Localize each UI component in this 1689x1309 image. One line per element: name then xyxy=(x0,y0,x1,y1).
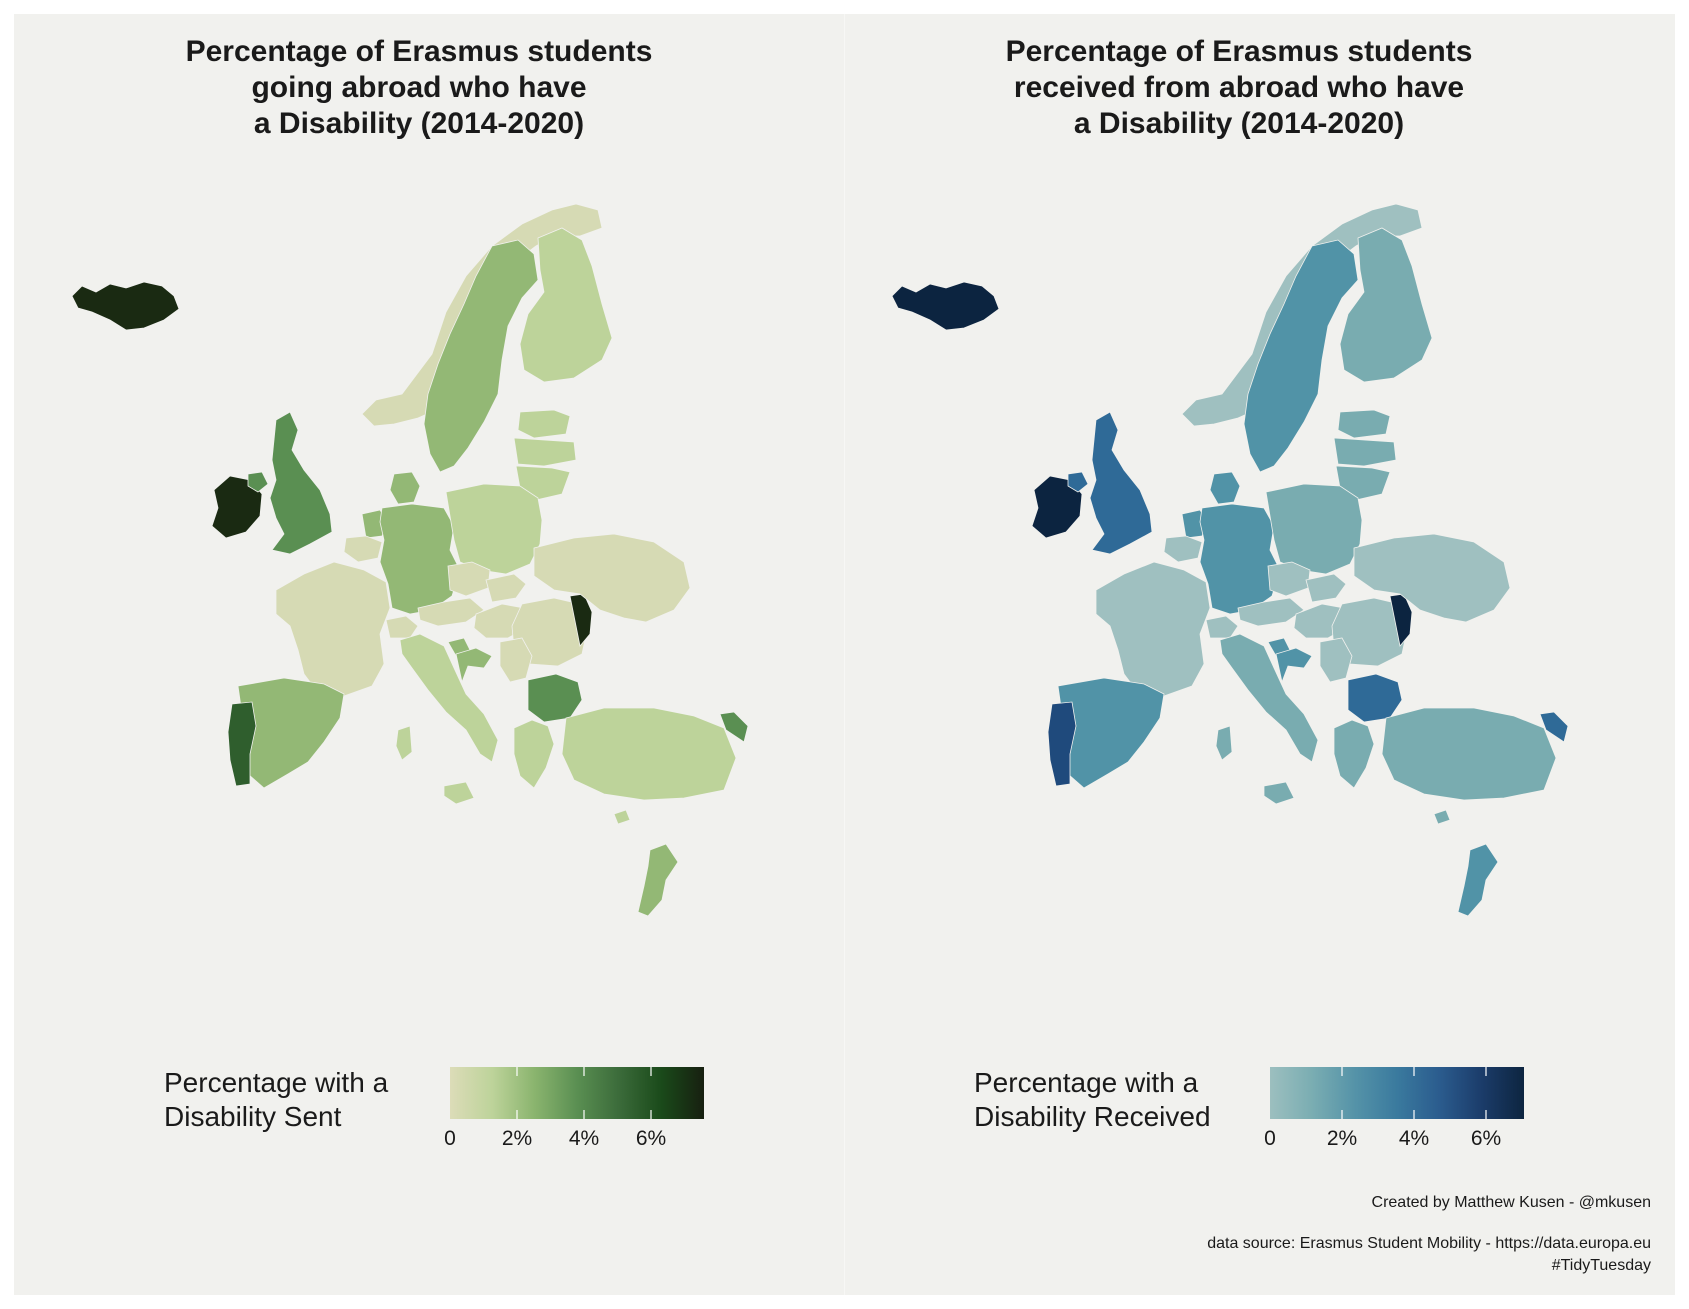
received-denmark-shape xyxy=(1209,471,1241,505)
maps-canvas xyxy=(71,203,1569,1119)
sent-switzerland-shape xyxy=(385,615,419,639)
figure-page: Percentage of Erasmus students going abr… xyxy=(14,14,1675,1295)
received-map-title: Percentage of Erasmus students received … xyxy=(1005,35,1473,140)
sent-latvia-shape xyxy=(513,437,577,467)
received-czechia-shape xyxy=(1267,561,1311,597)
received-greece-shape xyxy=(1333,719,1375,789)
received-belgium-shape xyxy=(1163,535,1203,563)
sent-legend-colorbar xyxy=(450,1067,704,1119)
sent-italy-shape xyxy=(399,633,499,763)
received-sicily-shape xyxy=(1263,781,1295,805)
sent-croatia-shape xyxy=(455,647,493,684)
received-sardinia-shape xyxy=(1215,725,1233,761)
received-europe-map xyxy=(891,203,1569,917)
received-ireland-shape xyxy=(1031,475,1083,539)
sent-europe-map xyxy=(71,203,749,917)
received-cyprus-shape xyxy=(1433,809,1451,825)
received-italy-shape xyxy=(1219,633,1319,763)
received-tick-2: 2% xyxy=(1326,1127,1358,1150)
received-tick-0: 0 xyxy=(1264,1127,1276,1150)
received-austria-shape xyxy=(1237,597,1305,627)
received-legend-title: Percentage with a Disability Received xyxy=(974,1067,1211,1132)
sent-cyprus-shape xyxy=(613,809,631,825)
sent-georgia-shape xyxy=(719,711,749,743)
sent-denmark-shape xyxy=(389,471,421,505)
received-uk-shape xyxy=(1089,411,1153,555)
received-georgia-shape xyxy=(1539,711,1569,743)
received-ukraine-shape xyxy=(1353,533,1511,623)
source-caption: data source: Erasmus Student Mobility - … xyxy=(1207,1235,1651,1274)
received-latvia-shape xyxy=(1333,437,1397,467)
sent-tick-6: 6% xyxy=(635,1127,667,1150)
received-israel-shape xyxy=(1457,843,1499,917)
sent-germany-shape xyxy=(379,503,461,615)
received-tick-6: 6% xyxy=(1470,1127,1502,1150)
sent-bulgaria-shape xyxy=(527,673,583,723)
received-portugal-shape xyxy=(1047,701,1077,787)
sent-nireland-shape xyxy=(247,471,269,493)
sent-legend-title: Percentage with a Disability Sent xyxy=(164,1067,389,1132)
sent-estonia-shape xyxy=(517,409,571,439)
sent-finland-shape xyxy=(519,227,613,383)
sent-map-title: Percentage of Erasmus students going abr… xyxy=(185,35,653,140)
received-switzerland-shape xyxy=(1205,615,1239,639)
received-estonia-shape xyxy=(1337,409,1391,439)
received-iceland-shape xyxy=(891,281,1000,331)
sent-serbia-shape xyxy=(499,637,533,683)
received-tick-4: 4% xyxy=(1398,1127,1430,1150)
received-romania-shape xyxy=(1331,597,1409,667)
sent-ukraine-shape xyxy=(533,533,691,623)
received-turkey-shape xyxy=(1381,707,1557,801)
sent-turkey-shape xyxy=(561,707,737,801)
received-germany-shape xyxy=(1199,503,1281,615)
panel-divider xyxy=(844,14,845,1295)
sent-greece-shape xyxy=(513,719,555,789)
sent-sicily-shape xyxy=(443,781,475,805)
sent-france-shape xyxy=(275,561,391,697)
sent-czechia-shape xyxy=(447,561,491,597)
sent-tick-0: 0 xyxy=(444,1127,456,1150)
sent-sardinia-shape xyxy=(395,725,413,761)
received-legend-colorbar xyxy=(1270,1067,1524,1119)
sent-tick-2: 2% xyxy=(501,1127,533,1150)
received-nireland-shape xyxy=(1067,471,1089,493)
received-serbia-shape xyxy=(1319,637,1353,683)
sent-uk-shape xyxy=(269,411,333,555)
sent-tick-4: 4% xyxy=(568,1127,600,1150)
sent-israel-shape xyxy=(637,843,679,917)
received-slovakia-shape xyxy=(1305,573,1347,603)
sent-iceland-shape xyxy=(71,281,180,331)
received-poland-shape xyxy=(1265,483,1363,575)
sent-ireland-shape xyxy=(211,475,263,539)
credit-caption: Created by Matthew Kusen - @mkusen xyxy=(1371,1194,1651,1211)
received-bulgaria-shape xyxy=(1347,673,1403,723)
sent-belgium-shape xyxy=(343,535,383,563)
received-croatia-shape xyxy=(1275,647,1313,684)
sent-portugal-shape xyxy=(227,701,257,787)
sent-austria-shape xyxy=(417,597,485,627)
received-sweden-shape xyxy=(1243,239,1359,473)
received-finland-shape xyxy=(1339,227,1433,383)
sent-sweden-shape xyxy=(423,239,539,473)
received-france-shape xyxy=(1095,561,1211,697)
sent-poland-shape xyxy=(445,483,543,575)
sent-romania-shape xyxy=(511,597,589,667)
sent-slovakia-shape xyxy=(485,573,527,603)
